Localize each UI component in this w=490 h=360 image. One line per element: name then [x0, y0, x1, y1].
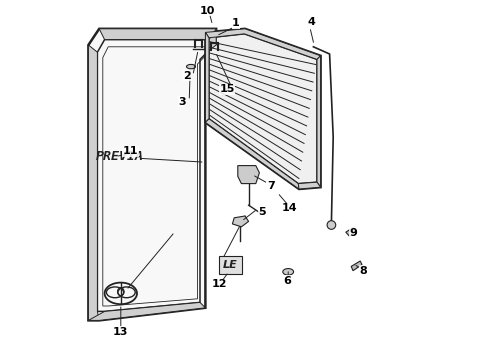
Text: 14: 14 [282, 203, 297, 213]
Polygon shape [88, 302, 205, 320]
Polygon shape [205, 29, 320, 189]
Polygon shape [99, 29, 216, 45]
Text: 6: 6 [283, 276, 291, 286]
Circle shape [327, 221, 336, 229]
Polygon shape [346, 228, 356, 236]
Ellipse shape [187, 64, 196, 69]
Polygon shape [232, 216, 248, 227]
Text: 15: 15 [220, 84, 235, 94]
Polygon shape [88, 29, 216, 320]
Text: 12: 12 [212, 279, 227, 289]
Polygon shape [351, 261, 362, 271]
Polygon shape [317, 56, 320, 187]
Polygon shape [209, 29, 216, 50]
Text: 3: 3 [178, 96, 186, 107]
Text: 13: 13 [113, 327, 128, 337]
Text: 11: 11 [123, 146, 138, 156]
Polygon shape [88, 45, 99, 320]
Text: 9: 9 [350, 228, 358, 238]
Text: 5: 5 [258, 207, 266, 217]
Polygon shape [238, 166, 259, 184]
Polygon shape [205, 119, 299, 189]
Text: 4: 4 [308, 17, 316, 27]
Text: 2: 2 [183, 71, 191, 81]
Text: 1: 1 [232, 18, 240, 28]
Polygon shape [298, 182, 320, 189]
Polygon shape [205, 32, 209, 122]
Text: 8: 8 [359, 266, 367, 276]
Text: 7: 7 [267, 181, 275, 192]
FancyBboxPatch shape [219, 256, 243, 274]
Text: PREVIA: PREVIA [96, 150, 144, 163]
Text: LE: LE [223, 260, 238, 270]
Ellipse shape [283, 269, 294, 275]
Polygon shape [205, 29, 320, 59]
Text: 10: 10 [199, 6, 215, 16]
